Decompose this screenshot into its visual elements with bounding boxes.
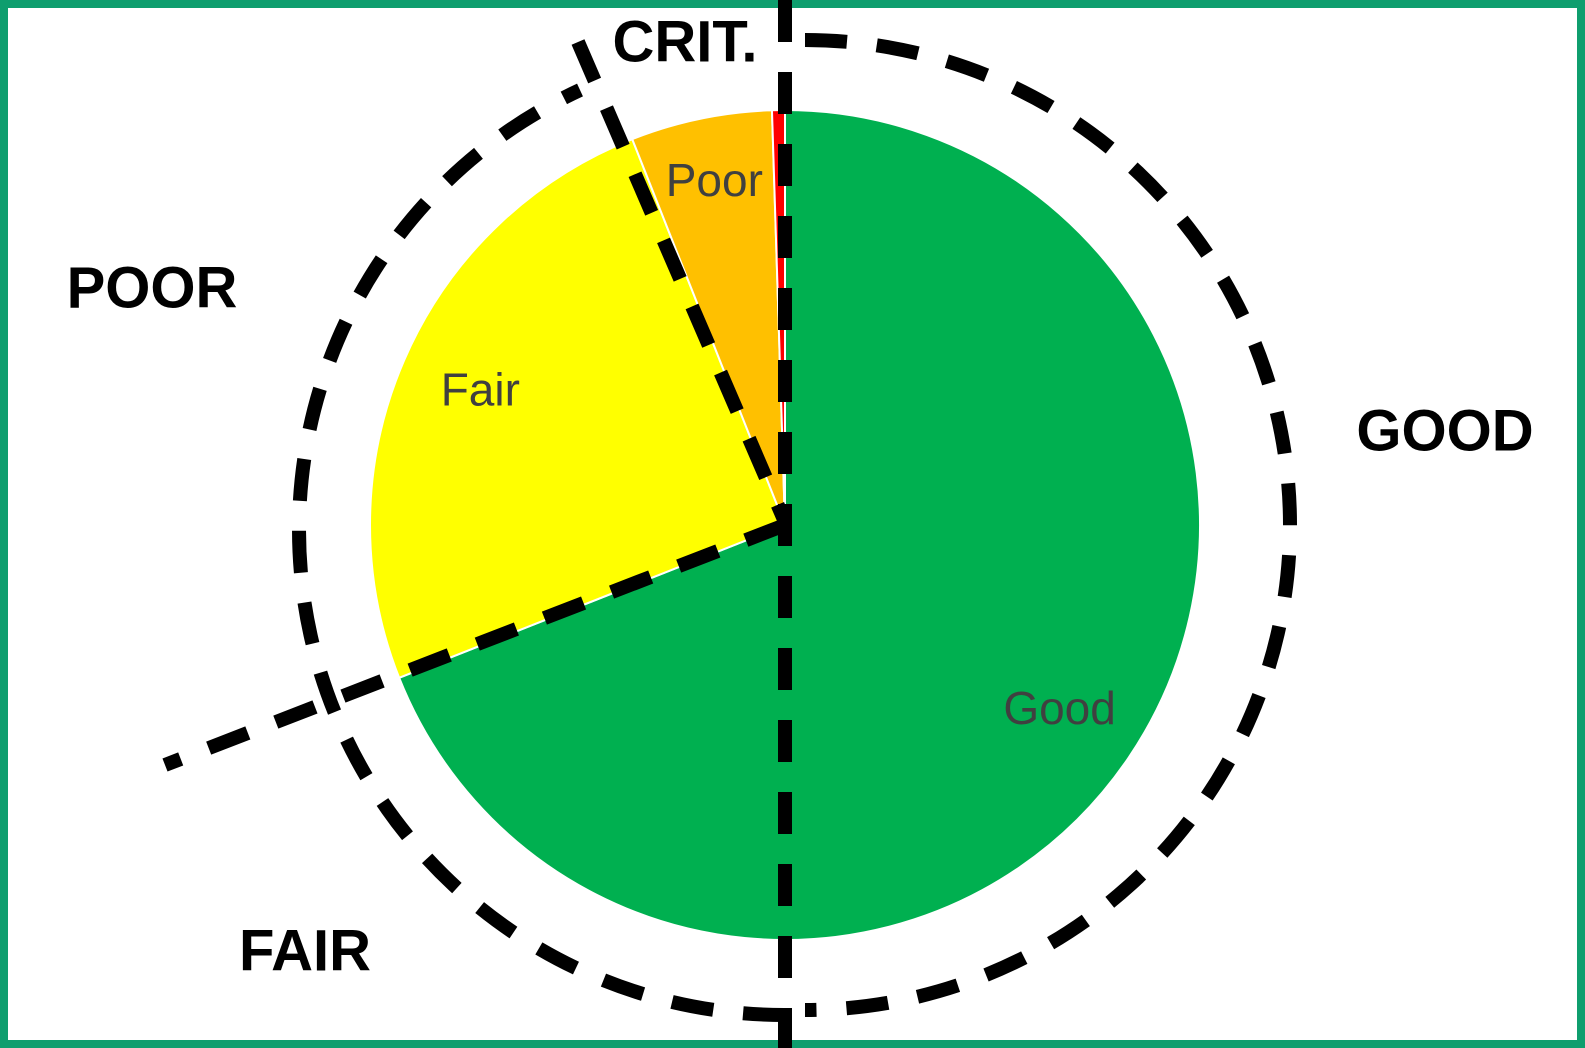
pie-slice <box>630 109 786 526</box>
annotation: POOR <box>67 255 238 320</box>
annotation: FAIR <box>239 918 371 983</box>
annotation: CRIT. <box>613 9 758 74</box>
pie-slice <box>397 108 1201 941</box>
slice-label: Poor <box>666 154 763 206</box>
slice-label: Good <box>1003 682 1116 734</box>
annotation: GOOD <box>1356 398 1533 463</box>
dashed-line <box>571 39 792 525</box>
dashed-arc <box>804 33 1297 1017</box>
dashed-arc <box>292 83 786 1023</box>
pie: Good Fair Poor <box>369 108 1201 941</box>
slice-label: Fair <box>441 363 520 415</box>
overlay <box>162 0 1297 1048</box>
dashed-line <box>162 518 788 772</box>
